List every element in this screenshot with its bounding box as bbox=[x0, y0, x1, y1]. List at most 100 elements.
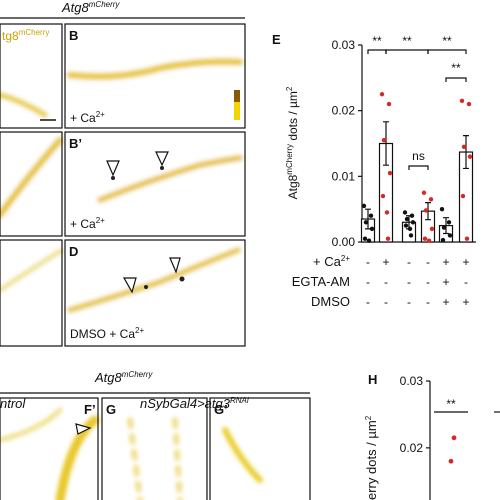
caption: + Ca2+ bbox=[70, 216, 105, 231]
condition-value: - bbox=[426, 255, 430, 269]
condition-value: - bbox=[384, 275, 388, 289]
bracket bbox=[385, 49, 429, 54]
dots bbox=[111, 166, 185, 289]
condition-name: + Ca2+ bbox=[313, 254, 350, 269]
point bbox=[422, 236, 428, 241]
condition-value: - bbox=[407, 295, 411, 309]
inset-label: tg8mCherry bbox=[2, 28, 49, 43]
y-tick-label: 0.01 bbox=[332, 169, 356, 183]
condition-value: - bbox=[366, 255, 370, 269]
significance: ** bbox=[451, 61, 461, 75]
label-part: 2 bbox=[364, 415, 373, 420]
point bbox=[362, 236, 368, 241]
y-tick-label: 0.02 bbox=[332, 104, 356, 118]
point bbox=[363, 220, 369, 225]
condition-value: - bbox=[366, 275, 370, 289]
significance: ** bbox=[402, 34, 412, 48]
significance: ns bbox=[412, 149, 425, 163]
point bbox=[461, 144, 467, 149]
y-tick-label: 0.03 bbox=[332, 38, 356, 52]
point bbox=[466, 101, 472, 107]
point bbox=[426, 238, 432, 243]
point bbox=[368, 213, 374, 218]
group-label: ntrol bbox=[0, 396, 26, 411]
point bbox=[386, 101, 392, 107]
label-part: + Ca bbox=[313, 254, 342, 269]
condition-name: DMSO bbox=[311, 294, 350, 309]
label-part: mCherry bbox=[285, 144, 294, 175]
y-axis-label: erry dots / µm2 bbox=[364, 415, 379, 500]
condition-value: - bbox=[384, 295, 388, 309]
y-tick-label: 0.00 bbox=[332, 235, 356, 249]
point bbox=[440, 237, 446, 243]
chart-h: 0.02 0.03 erry dots / µm2 ** bbox=[364, 374, 500, 500]
point bbox=[464, 236, 470, 241]
caption: DMSO + Ca2+ bbox=[70, 326, 144, 341]
label-part: 2 bbox=[285, 86, 294, 91]
significance: ** bbox=[442, 34, 452, 48]
point bbox=[441, 225, 447, 230]
bracket bbox=[408, 165, 429, 170]
label-part: dots / µm bbox=[364, 420, 379, 477]
condition-value: - bbox=[407, 255, 411, 269]
point bbox=[369, 226, 375, 232]
panel-label: G’ bbox=[214, 402, 228, 417]
chart-e: 0.00 0.01 0.02 0.03 Atg8mCherry dots / µm2 **… bbox=[285, 34, 476, 309]
panel-label: E bbox=[272, 32, 281, 47]
label-part: DMSO bbox=[311, 294, 350, 309]
header: Atg8mCherry bbox=[94, 370, 153, 385]
arrowheads bbox=[75, 151, 181, 435]
panel-label: G bbox=[106, 402, 116, 417]
group-label: nSybGal4>atg3RNAi bbox=[140, 396, 249, 411]
point bbox=[447, 233, 453, 238]
panel-label: B’ bbox=[69, 136, 82, 151]
header: Atg8mCherry bbox=[61, 0, 120, 15]
point bbox=[404, 216, 410, 222]
panel-label: F’ bbox=[84, 402, 96, 417]
condition-value: + bbox=[442, 255, 449, 269]
point bbox=[408, 233, 414, 238]
condition-value: + bbox=[382, 255, 389, 269]
point bbox=[421, 190, 427, 195]
label-part: dots / µm bbox=[286, 91, 300, 144]
condition-value: - bbox=[407, 275, 411, 289]
point bbox=[423, 208, 429, 213]
point bbox=[409, 213, 415, 218]
condition-name: EGTA-AM bbox=[292, 274, 350, 289]
y-tick-label: 0.03 bbox=[400, 374, 424, 388]
micrographs bbox=[0, 22, 263, 500]
point bbox=[446, 220, 452, 225]
condition-value: + bbox=[462, 255, 469, 269]
point bbox=[384, 210, 390, 215]
panel-frames bbox=[0, 17, 311, 500]
error-bar bbox=[463, 135, 469, 170]
point bbox=[366, 238, 372, 243]
point bbox=[407, 226, 413, 232]
point bbox=[381, 138, 387, 143]
error-bar bbox=[443, 217, 449, 235]
condition-value: + bbox=[442, 275, 449, 289]
condition-value: - bbox=[464, 275, 468, 289]
point bbox=[379, 92, 385, 97]
panel-label: H bbox=[368, 372, 377, 387]
bracket bbox=[427, 49, 467, 54]
error-bar bbox=[383, 121, 389, 166]
point bbox=[459, 98, 465, 104]
caption: + Ca2+ bbox=[70, 110, 105, 125]
point bbox=[387, 170, 393, 176]
point bbox=[460, 193, 466, 199]
point bbox=[403, 223, 409, 228]
y-axis-label: Atg8mCherry dots / µm2 bbox=[285, 86, 300, 199]
label-part: erry bbox=[364, 477, 379, 500]
condition-value: - bbox=[426, 275, 430, 289]
point bbox=[428, 197, 434, 202]
bracket bbox=[367, 49, 387, 54]
significance: ** bbox=[446, 397, 456, 411]
label-part: Atg8 bbox=[286, 174, 300, 199]
label-part: EGTA-AM bbox=[292, 274, 350, 289]
point bbox=[380, 193, 386, 199]
y-tick-label: 0.02 bbox=[400, 441, 424, 455]
point bbox=[429, 226, 435, 232]
bracket bbox=[445, 77, 467, 82]
point bbox=[402, 210, 408, 215]
